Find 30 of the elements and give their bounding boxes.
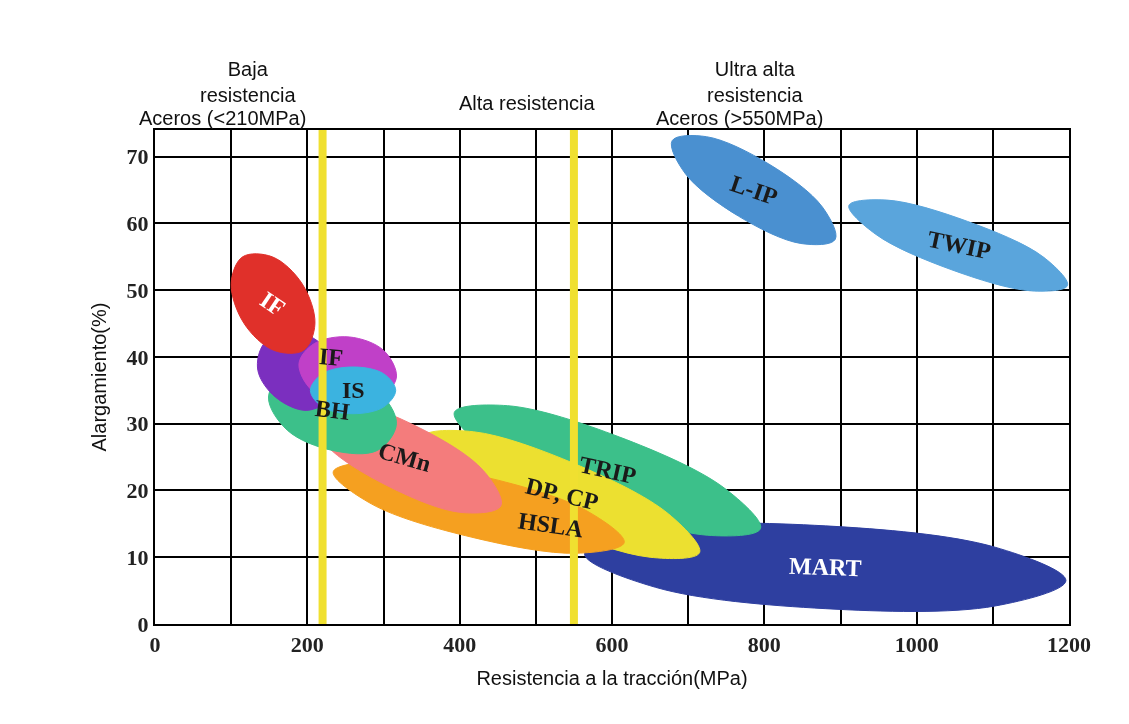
y-tick-label: 10 (126, 544, 149, 570)
text: Alta resistencia (459, 92, 596, 114)
text: Aceros (<210MPa) (139, 107, 307, 129)
series-label: IS (342, 377, 365, 403)
series-label: IF (255, 286, 290, 322)
text: Ultra alta resistencia (707, 58, 804, 106)
x-tick-label: 1000 (894, 632, 939, 658)
x-tick-label: 400 (443, 632, 477, 658)
series-label: HSLA (516, 507, 586, 543)
y-tick-label: 30 (126, 411, 149, 437)
series-label: TWIP (925, 225, 994, 265)
series-label: MART (788, 552, 862, 582)
series-label: L-IP (727, 170, 781, 211)
x-tick-label: 600 (595, 632, 629, 658)
x-tick-label: 200 (290, 632, 324, 658)
x-axis-title: Resistencia a la tracción(MPa) (476, 667, 748, 690)
series-label: TRIP (576, 451, 639, 489)
y-tick-label: 40 (126, 344, 149, 370)
x-tick-label: 1200 (1047, 632, 1091, 658)
y-tick-label: 20 (126, 478, 149, 504)
y-tick-label: 50 (126, 277, 149, 303)
series-label: IF (317, 343, 345, 371)
y-tick-label: 0 (137, 611, 149, 637)
series-label: CMn (375, 437, 434, 478)
text: Baja resistencia (200, 58, 297, 106)
y-tick-label: 70 (126, 144, 149, 170)
y-axis-title: Alargamiento(%) (87, 302, 110, 452)
x-tick-label: 800 (747, 632, 781, 658)
text: Aceros (>550MPa) (656, 107, 824, 129)
y-tick-label: 60 (126, 211, 149, 237)
